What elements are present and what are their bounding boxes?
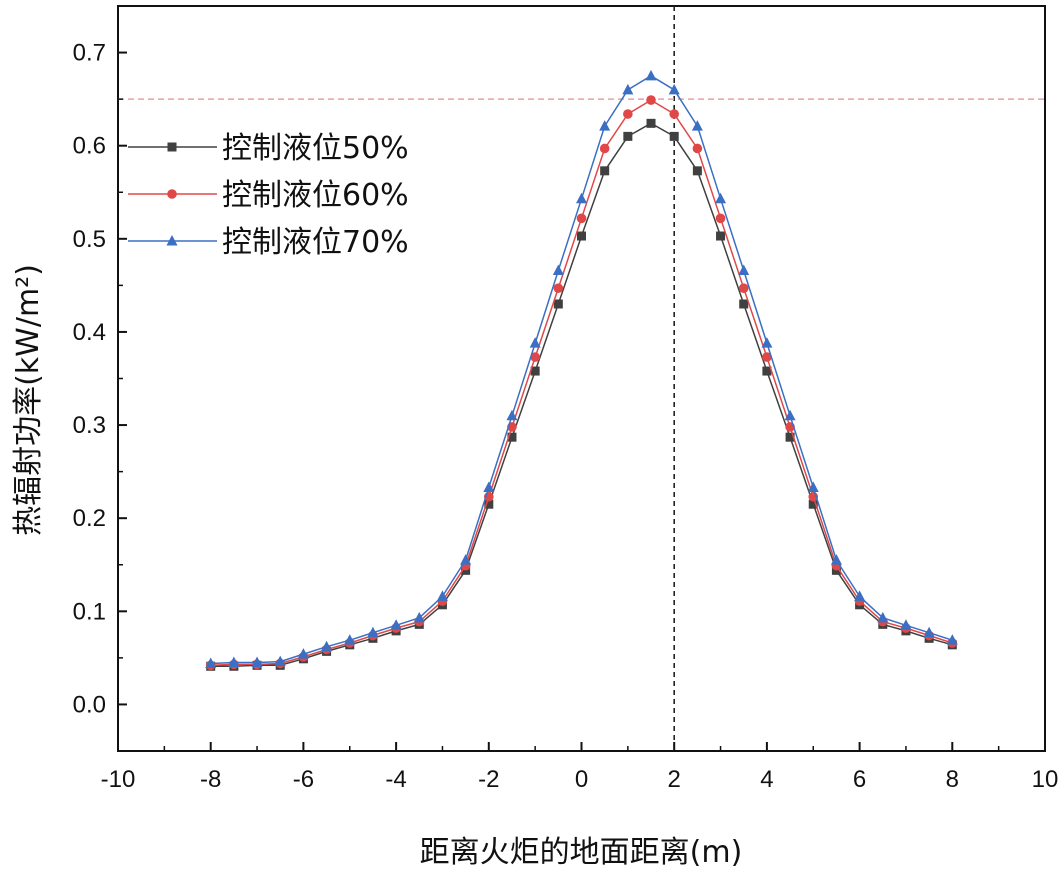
data-point [623,131,633,141]
data-point [761,337,773,348]
x-tick-label: -4 [385,766,406,793]
legend: 控制液位50% 控制液位60% 控制液位70% [128,131,409,260]
series-layer [205,69,958,671]
data-point [552,264,564,275]
legend-marker [166,235,178,246]
data-point [553,299,563,309]
legend-marker [167,142,177,152]
series-3 [205,69,958,668]
legend-item: 控制液位50% [128,131,409,166]
y-tick-label: 0.7 [73,40,106,67]
data-point [645,69,657,81]
y-tick-label: 0.6 [73,133,106,160]
y-tick-label: 0.1 [73,598,106,625]
data-point [830,554,842,565]
data-point [436,590,448,601]
data-point [297,648,309,659]
data-point [530,352,540,362]
reference-lines [118,6,1045,751]
data-point [576,213,587,224]
data-point [692,166,702,176]
data-point [600,166,610,176]
data-point [646,118,656,128]
data-point [738,264,750,275]
x-tick-label: 2 [668,766,681,793]
data-point [344,634,356,645]
data-point [946,634,958,645]
data-point [622,83,634,95]
y-axis-title: 热辐射功率(kW/m²) [11,264,46,536]
data-point [529,337,541,348]
data-point [599,120,611,131]
x-tick-label: -2 [478,766,499,793]
data-point [599,143,610,154]
data-point [483,481,495,492]
data-point [762,366,772,376]
x-tick-label: -8 [200,766,221,793]
data-point [923,626,935,638]
data-point [390,619,402,630]
data-point [807,481,819,492]
data-point [484,499,494,509]
data-point [274,655,286,667]
data-point [715,213,726,224]
y-tick-label: 0.3 [73,412,106,439]
x-tick-label: -6 [293,766,314,793]
y-tick-label: 0.2 [73,505,106,532]
data-point [669,109,679,119]
data-point [785,432,795,442]
data-point [669,131,679,141]
data-point [577,231,586,241]
legend-label: 控制液位60% [222,178,409,213]
data-point [716,231,726,241]
data-point [668,83,680,95]
data-point [228,656,240,668]
data-point [738,283,749,293]
x-tick-label: 0 [575,766,588,793]
data-point [692,143,703,154]
x-tick-label: 6 [853,766,866,793]
data-point [251,656,263,668]
y-tick-label: 0.0 [73,691,106,718]
legend-item: 控制液位70% [128,225,409,260]
x-tick-label: 4 [760,766,773,793]
data-point [530,366,540,376]
data-point [877,611,889,623]
data-point [413,611,425,623]
data-point [205,657,217,668]
x-tick-label: -10 [101,766,136,793]
data-point [460,554,472,565]
legend-item: 控制液位60% [128,178,409,213]
data-point [506,409,518,421]
data-point [854,590,866,601]
data-point [553,283,564,293]
x-tick-label: 8 [946,766,959,793]
data-point [900,619,912,630]
data-point [739,299,749,309]
data-point [646,95,656,105]
data-point [367,626,379,638]
data-point [321,640,333,652]
data-point [784,409,796,421]
y-tick-label: 0.5 [73,226,106,253]
data-point [715,192,727,204]
data-point [762,352,772,362]
data-point [808,499,818,509]
x-axis-title: 距离火炬的地面距离(m) [420,835,743,870]
legend-label: 控制液位70% [222,225,409,260]
data-point [576,192,587,204]
data-point [623,109,633,119]
legend-marker [167,189,177,199]
data-point [691,120,703,131]
plot-frame [117,5,1046,752]
y-tick-label: 0.4 [73,319,106,346]
x-tick-label: 10 [1032,766,1059,793]
legend-label: 控制液位50% [222,131,409,166]
data-point [507,432,517,442]
axis-ticks: -10 -8 -6 -4 -2 0 2 4 6 8 10 0.0 0.1 0.2 0.3 0.4 0.5 0.6 0… [73,40,1059,793]
